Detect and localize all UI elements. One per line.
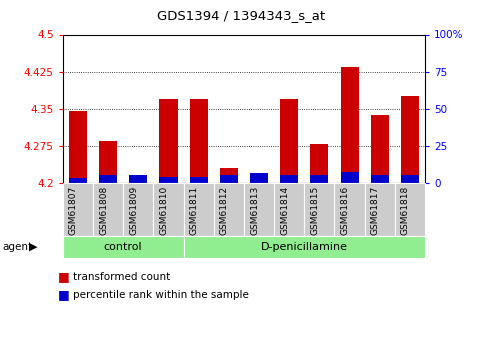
Bar bbox=[159, 99, 178, 183]
Text: GDS1394 / 1394343_s_at: GDS1394 / 1394343_s_at bbox=[157, 9, 326, 22]
Bar bbox=[280, 176, 298, 183]
Text: GSM61813: GSM61813 bbox=[250, 185, 259, 235]
Bar bbox=[250, 180, 268, 183]
Bar bbox=[311, 144, 328, 183]
Text: GSM61809: GSM61809 bbox=[129, 185, 138, 235]
Text: GSM61811: GSM61811 bbox=[190, 185, 199, 235]
Bar bbox=[69, 178, 87, 183]
Text: GSM61814: GSM61814 bbox=[280, 186, 289, 235]
Bar bbox=[280, 99, 298, 183]
Bar bbox=[129, 176, 147, 183]
Bar bbox=[401, 96, 419, 183]
Text: GSM61817: GSM61817 bbox=[371, 185, 380, 235]
Text: GSM61808: GSM61808 bbox=[99, 185, 108, 235]
Bar bbox=[189, 177, 208, 183]
Text: GSM61807: GSM61807 bbox=[69, 185, 78, 235]
Bar bbox=[220, 168, 238, 183]
Bar bbox=[311, 176, 328, 183]
Text: GSM61818: GSM61818 bbox=[401, 185, 410, 235]
Bar bbox=[341, 172, 358, 183]
Text: D-penicillamine: D-penicillamine bbox=[261, 242, 348, 252]
Text: ■: ■ bbox=[58, 288, 70, 301]
Bar bbox=[371, 176, 389, 183]
Bar bbox=[401, 176, 419, 183]
Bar bbox=[341, 67, 358, 183]
Text: GSM61812: GSM61812 bbox=[220, 186, 229, 235]
Bar bbox=[69, 111, 87, 183]
Text: percentile rank within the sample: percentile rank within the sample bbox=[73, 290, 249, 299]
Bar bbox=[220, 176, 238, 183]
Text: agent: agent bbox=[2, 242, 32, 252]
Bar bbox=[99, 176, 117, 183]
Text: control: control bbox=[104, 242, 142, 252]
Text: ■: ■ bbox=[58, 270, 70, 283]
Text: GSM61815: GSM61815 bbox=[311, 185, 319, 235]
Bar bbox=[159, 177, 178, 183]
Bar bbox=[129, 176, 147, 183]
Bar bbox=[250, 173, 268, 183]
Text: ▶: ▶ bbox=[28, 242, 37, 252]
Text: GSM61810: GSM61810 bbox=[159, 185, 169, 235]
Bar bbox=[371, 115, 389, 183]
Bar bbox=[189, 99, 208, 183]
Text: GSM61816: GSM61816 bbox=[341, 185, 350, 235]
Text: transformed count: transformed count bbox=[73, 272, 170, 282]
Bar bbox=[99, 141, 117, 183]
